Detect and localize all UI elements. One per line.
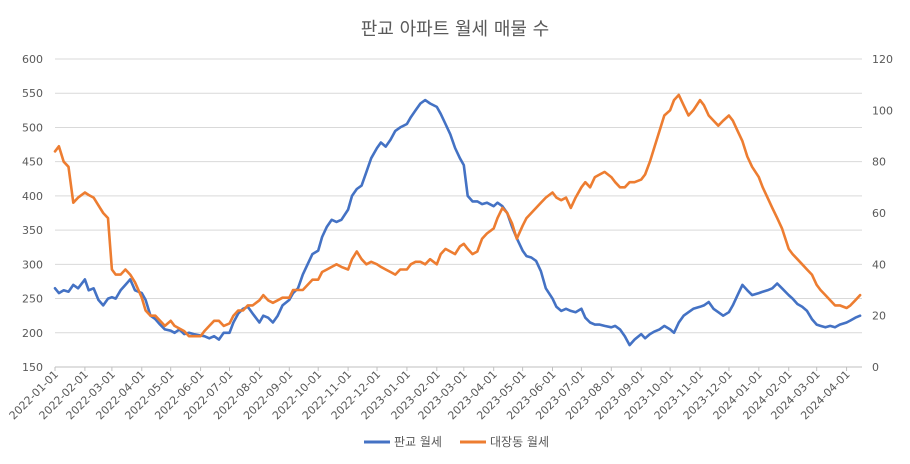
legend-label: 대장동 월세 (490, 435, 549, 449)
y-left-tick-label: 400 (22, 190, 43, 203)
y-left-tick-label: 550 (22, 87, 43, 100)
y-left-tick-label: 150 (22, 361, 43, 374)
y-right-tick-label: 0 (872, 361, 879, 374)
y-axis-right: 0 20 40 60 80 100 120 (872, 53, 893, 374)
series-line-daejang (53, 93, 862, 338)
y-left-tick-label: 600 (22, 53, 43, 66)
legend: 판교 월세 대장동 월세 (364, 435, 549, 449)
y-right-tick-label: 100 (872, 104, 893, 117)
y-left-tick-label: 450 (22, 156, 43, 169)
y-right-tick-label: 40 (872, 258, 886, 271)
y-left-tick-label: 200 (22, 327, 43, 340)
y-right-tick-label: 80 (872, 156, 886, 169)
x-axis: 2022-01-012022-02-012022-03-012022-04-01… (7, 366, 862, 422)
y-left-tick-label: 500 (22, 121, 43, 134)
y-right-tick-label: 120 (872, 53, 893, 66)
y-left-tick-label: 350 (22, 224, 43, 237)
series-lines (53, 93, 862, 347)
chart-title: 판교 아파트 월세 매물 수 (361, 19, 550, 40)
y-left-tick-label: 300 (22, 258, 43, 271)
y-right-tick-label: 20 (872, 310, 886, 323)
y-axis-left: 150 200 250 300 350 400 450 500 550 600 (22, 53, 43, 374)
y-right-tick-label: 60 (872, 207, 886, 220)
gridlines (55, 58, 862, 368)
legend-label: 판교 월세 (394, 435, 442, 449)
y-left-tick-label: 250 (22, 293, 43, 306)
